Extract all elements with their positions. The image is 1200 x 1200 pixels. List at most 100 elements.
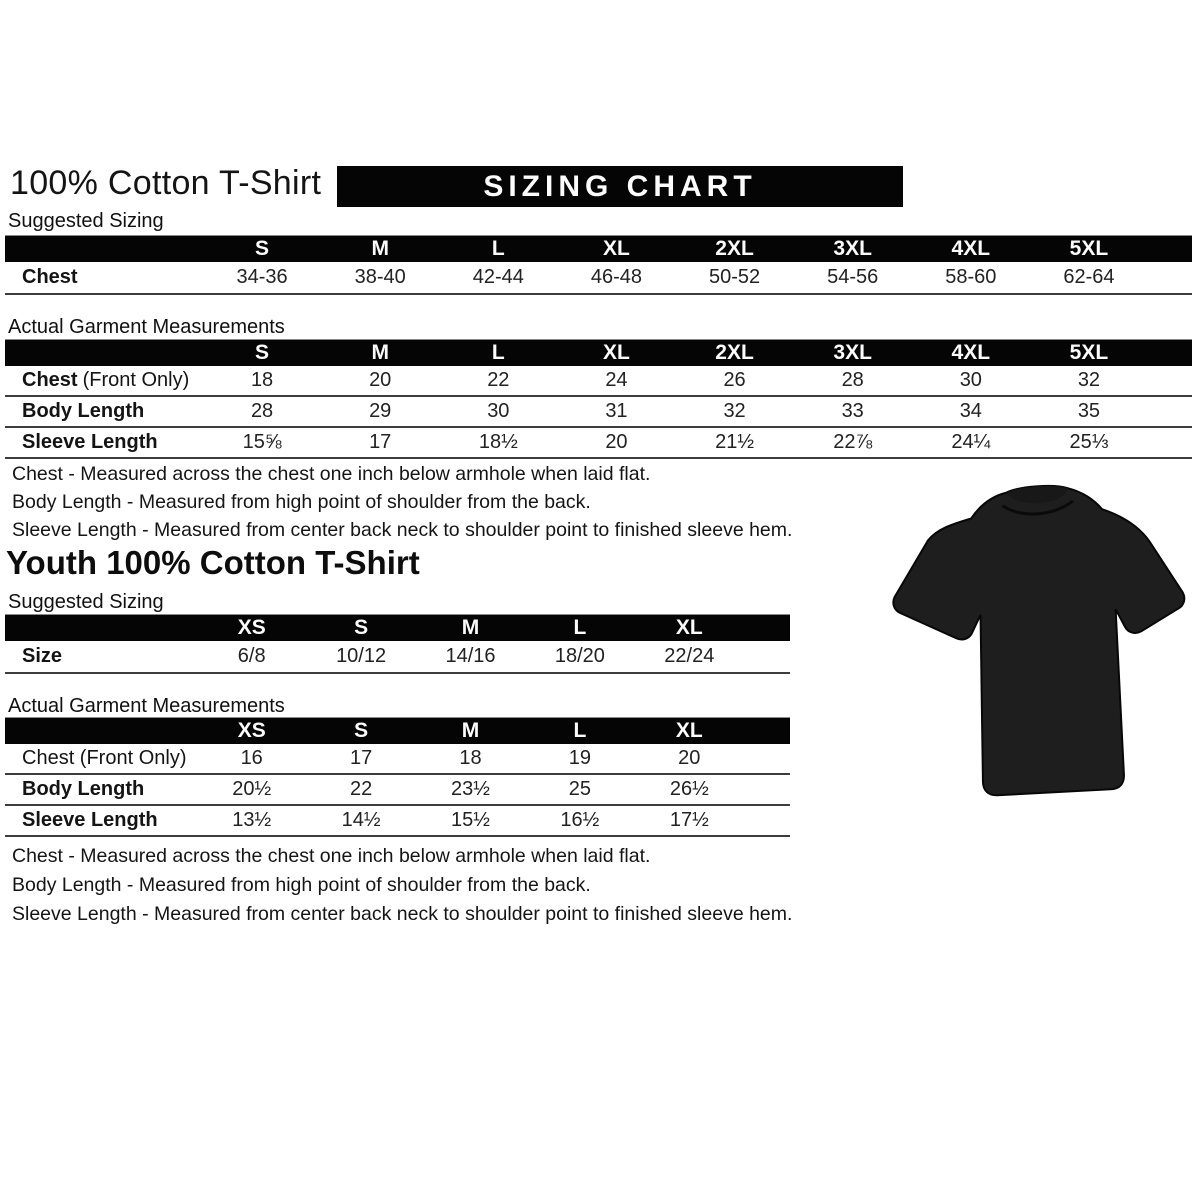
table-cell: 13½ bbox=[232, 809, 272, 831]
header-cell: 3XL bbox=[833, 237, 872, 260]
table-row: Sleeve Length 13½ 14½ 15½ 16½ 17½ bbox=[5, 806, 790, 837]
header-cell: L bbox=[491, 341, 505, 364]
row-label: Chest bbox=[22, 266, 78, 288]
youth-suggested-sizing-table: XS S M L XL Size 6/8 10/12 14/16 18/20 2… bbox=[5, 614, 790, 674]
table-row: Body Length 20½ 22 23½ 25 26½ bbox=[5, 775, 790, 806]
note-line: Sleeve Length - Measured from center bac… bbox=[12, 903, 793, 925]
table-cell: 20 bbox=[605, 431, 628, 453]
youth-suggested-sizing-label: Suggested Sizing bbox=[8, 591, 164, 613]
table-cell: 25⅓ bbox=[1069, 431, 1109, 453]
table-cell: 10/12 bbox=[336, 645, 387, 667]
header-cell: S bbox=[354, 616, 369, 639]
header-cell: 2XL bbox=[715, 341, 754, 364]
table-cell: 38-40 bbox=[354, 266, 406, 288]
table-cell: 20½ bbox=[232, 778, 272, 800]
adult-measurements-header-row: S M L XL 2XL 3XL 4XL 5XL bbox=[5, 339, 1192, 366]
header-cell: L bbox=[491, 237, 505, 260]
table-cell: 24¼ bbox=[951, 431, 991, 453]
sizing-chart-banner: SIZING CHART bbox=[337, 166, 903, 207]
table-cell: 20 bbox=[678, 747, 701, 769]
table-cell: 35 bbox=[1077, 400, 1101, 422]
table-cell: 16½ bbox=[560, 809, 600, 831]
table-cell: 17 bbox=[349, 747, 373, 769]
table-cell: 25 bbox=[568, 778, 592, 800]
note-line: Chest - Measured across the chest one in… bbox=[12, 845, 651, 867]
table-cell: 30 bbox=[959, 369, 982, 391]
table-cell: 31 bbox=[605, 400, 628, 422]
table-cell: 28 bbox=[841, 369, 864, 391]
adult-measurement-notes: Chest - Measured across the chest one in… bbox=[12, 460, 792, 544]
table-cell: 26 bbox=[723, 369, 746, 391]
row-label: Chest (Front Only) bbox=[22, 747, 187, 769]
table-row: Chest (Front Only) 18 20 22 24 26 28 30 3… bbox=[5, 366, 1192, 397]
table-cell: 62-64 bbox=[1063, 266, 1115, 288]
table-cell: 54-56 bbox=[827, 266, 879, 288]
header-cell: 4XL bbox=[951, 341, 991, 364]
table-row: Body Length 28 29 30 31 32 33 34 35 bbox=[5, 397, 1192, 428]
table-cell: 22⅞ bbox=[833, 431, 873, 453]
table-cell: 18/20 bbox=[554, 645, 605, 667]
table-row: Chest 34-36 38-40 42-44 46-48 50-52 54-5… bbox=[5, 262, 1192, 295]
table-cell: 18 bbox=[459, 747, 482, 769]
note-line: Body Length - Measured from high point o… bbox=[12, 491, 591, 513]
table-cell: 26½ bbox=[669, 778, 709, 800]
youth-suggested-header-row: XS S M L XL bbox=[5, 614, 790, 641]
header-cell: XS bbox=[237, 719, 266, 742]
note-line: Sleeve Length - Measured from center bac… bbox=[12, 519, 793, 541]
table-cell: 22 bbox=[487, 369, 510, 391]
table-row: Size 6/8 10/12 14/16 18/20 22/24 bbox=[5, 641, 790, 674]
header-cell: XL bbox=[675, 719, 703, 742]
header-cell: 4XL bbox=[951, 237, 991, 260]
header-cell: L bbox=[573, 616, 587, 639]
black-tshirt-graphic bbox=[892, 484, 1186, 797]
row-label: Body Length bbox=[22, 778, 145, 800]
header-cell: S bbox=[354, 719, 369, 742]
table-cell: 33 bbox=[841, 400, 864, 422]
table-cell: 18½ bbox=[478, 431, 518, 453]
header-cell: 2XL bbox=[715, 237, 754, 260]
youth-measurement-notes: Chest - Measured across the chest one in… bbox=[12, 842, 792, 929]
header-cell: M bbox=[371, 237, 389, 260]
table-cell: 46-48 bbox=[590, 266, 643, 288]
table-cell: 18 bbox=[250, 369, 274, 391]
table-cell: 17 bbox=[369, 431, 392, 453]
header-cell: L bbox=[573, 719, 587, 742]
table-cell: 22/24 bbox=[664, 645, 715, 667]
table-row: Chest (Front Only) 16 17 18 19 20 bbox=[5, 744, 790, 775]
row-label: Chest (Front Only) bbox=[22, 369, 190, 391]
note-line: Chest - Measured across the chest one in… bbox=[12, 463, 651, 485]
table-cell: 30 bbox=[487, 400, 510, 422]
adult-measurements-label: Actual Garment Measurements bbox=[8, 316, 285, 338]
header-cell: M bbox=[461, 616, 480, 639]
table-cell: 15½ bbox=[451, 809, 490, 831]
sizing-chart-banner-label: SIZING CHART bbox=[483, 169, 757, 203]
header-cell: M bbox=[461, 719, 480, 742]
row-label: Body Length bbox=[22, 400, 145, 422]
header-cell: 5XL bbox=[1069, 341, 1109, 364]
tshirt-product-image bbox=[881, 477, 1199, 813]
youth-measurements-label: Actual Garment Measurements bbox=[8, 695, 285, 717]
header-cell: M bbox=[371, 341, 389, 364]
table-cell: 14/16 bbox=[445, 645, 496, 667]
header-cell: S bbox=[255, 341, 270, 364]
header-cell: S bbox=[255, 237, 270, 260]
table-cell: 34 bbox=[959, 400, 982, 422]
header-cell: XL bbox=[675, 616, 703, 639]
table-cell: 24 bbox=[605, 369, 628, 391]
table-cell: 32 bbox=[723, 400, 746, 422]
table-cell: 20 bbox=[369, 369, 392, 391]
table-cell: 14½ bbox=[341, 809, 381, 831]
youth-measurements-header-row: XS S M L XL bbox=[5, 717, 790, 744]
row-label: Size bbox=[22, 645, 63, 667]
table-cell: 22 bbox=[349, 778, 373, 800]
table-cell: 6/8 bbox=[237, 645, 266, 667]
table-cell: 15⅝ bbox=[242, 431, 282, 453]
page-title: 100% Cotton T-Shirt bbox=[10, 164, 322, 202]
note-line: Body Length - Measured from high point o… bbox=[12, 874, 591, 896]
adult-suggested-sizing-label: Suggested Sizing bbox=[8, 210, 164, 232]
table-row: Sleeve Length 15⅝ 17 18½ 20 21½ 22⅞ 24¼ … bbox=[5, 428, 1192, 459]
table-cell: 23½ bbox=[451, 778, 490, 800]
table-cell: 42-44 bbox=[472, 266, 524, 288]
table-cell: 19 bbox=[568, 747, 592, 769]
table-cell: 28 bbox=[250, 400, 274, 422]
